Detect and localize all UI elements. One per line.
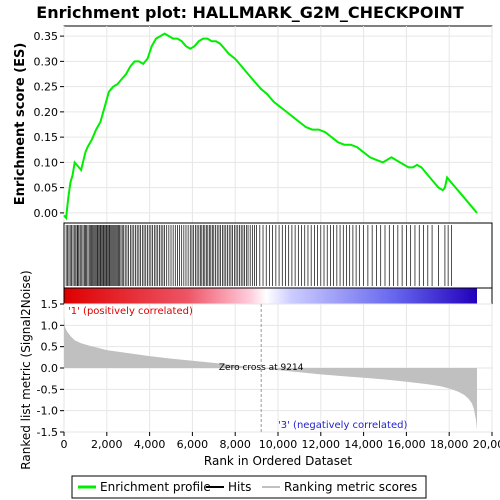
- es-y-axis: 0.00 0.05 0.10 0.15 0.20 0.25 0.30 0.35: [34, 30, 64, 220]
- x-tick-label: 6,000: [177, 438, 209, 451]
- es-y-tick-label: 0.10: [34, 156, 59, 169]
- es-y-tick-label: 0.35: [34, 30, 59, 43]
- metric-y-tick-label: 1.0: [41, 319, 59, 332]
- legend-ranking-label: Ranking metric scores: [284, 480, 417, 494]
- metric-y-tick-label: -1.5: [37, 426, 58, 439]
- legend-enrichment-label: Enrichment profile: [100, 480, 211, 494]
- rank-gradient: [64, 288, 477, 304]
- x-tick-label: 20,000: [473, 438, 500, 451]
- x-tick-label: 16,000: [387, 438, 426, 451]
- es-y-tick-label: 0.20: [34, 106, 59, 119]
- es-y-tick-label: 0.30: [34, 55, 59, 68]
- metric-y-tick-label: 1.5: [41, 298, 59, 311]
- hit-markers: [65, 225, 452, 286]
- x-tick-label: 18,000: [430, 438, 469, 451]
- metric-y-tick-label: -1.0: [37, 405, 58, 418]
- positive-label: '1' (positively correlated): [68, 306, 193, 317]
- es-gridlines: [63, 26, 493, 223]
- x-tick-label: 0: [61, 438, 68, 451]
- x-tick-label: 14,000: [344, 438, 383, 451]
- es-y-tick-label: 0.15: [34, 131, 59, 144]
- x-tick-label: 8,000: [219, 438, 251, 451]
- metric-y-tick-label: 0.0: [41, 362, 59, 375]
- legend-hits-label: Hits: [228, 480, 251, 494]
- metric-panel: Zero cross at 9214 '1' (positively corre…: [19, 270, 493, 470]
- x-axis-label: Rank in Ordered Dataset: [204, 454, 352, 468]
- metric-y-tick-label: -0.5: [37, 383, 58, 396]
- metric-y-axis-label: Ranked list metric (Signal2Noise): [19, 270, 33, 469]
- es-y-axis-label: Enrichment score (ES): [13, 43, 28, 206]
- x-tick-label: 12,000: [302, 438, 341, 451]
- es-y-tick-label: 0.00: [34, 207, 59, 220]
- enrichment-profile-line: [63, 32, 478, 221]
- metric-y-axis: 1.5 1.0 0.5 0.0 -0.5 -1.0 -1.5: [37, 298, 64, 439]
- legend: Enrichment profile Hits Ranking metric s…: [71, 475, 427, 499]
- rank-color-bar: [63, 287, 493, 305]
- es-y-tick-label: 0.25: [34, 81, 59, 94]
- hits-panel: [63, 222, 493, 289]
- chart-title: Enrichment plot: HALLMARK_G2M_CHECKPOINT: [36, 3, 464, 22]
- x-tick-label: 2,000: [91, 438, 123, 451]
- es-panel: 0.00 0.05 0.10 0.15 0.20 0.25 0.30 0.35 Enrichm…: [13, 25, 493, 224]
- x-tick-label: 4,000: [134, 438, 166, 451]
- es-y-tick-label: 0.05: [34, 182, 59, 195]
- metric-y-tick-label: 0.5: [41, 341, 59, 354]
- negative-label: '3' (negatively correlated): [278, 420, 407, 431]
- x-axis: 0 2,000 4,000 6,000 8,000 10,000 12,000 14,000 1…: [61, 432, 500, 451]
- zero-cross-label: Zero cross at 9214: [219, 363, 304, 373]
- legend-frame: [71, 475, 427, 499]
- x-tick-label: 10,000: [259, 438, 298, 451]
- ranking-metric-area: [64, 316, 477, 430]
